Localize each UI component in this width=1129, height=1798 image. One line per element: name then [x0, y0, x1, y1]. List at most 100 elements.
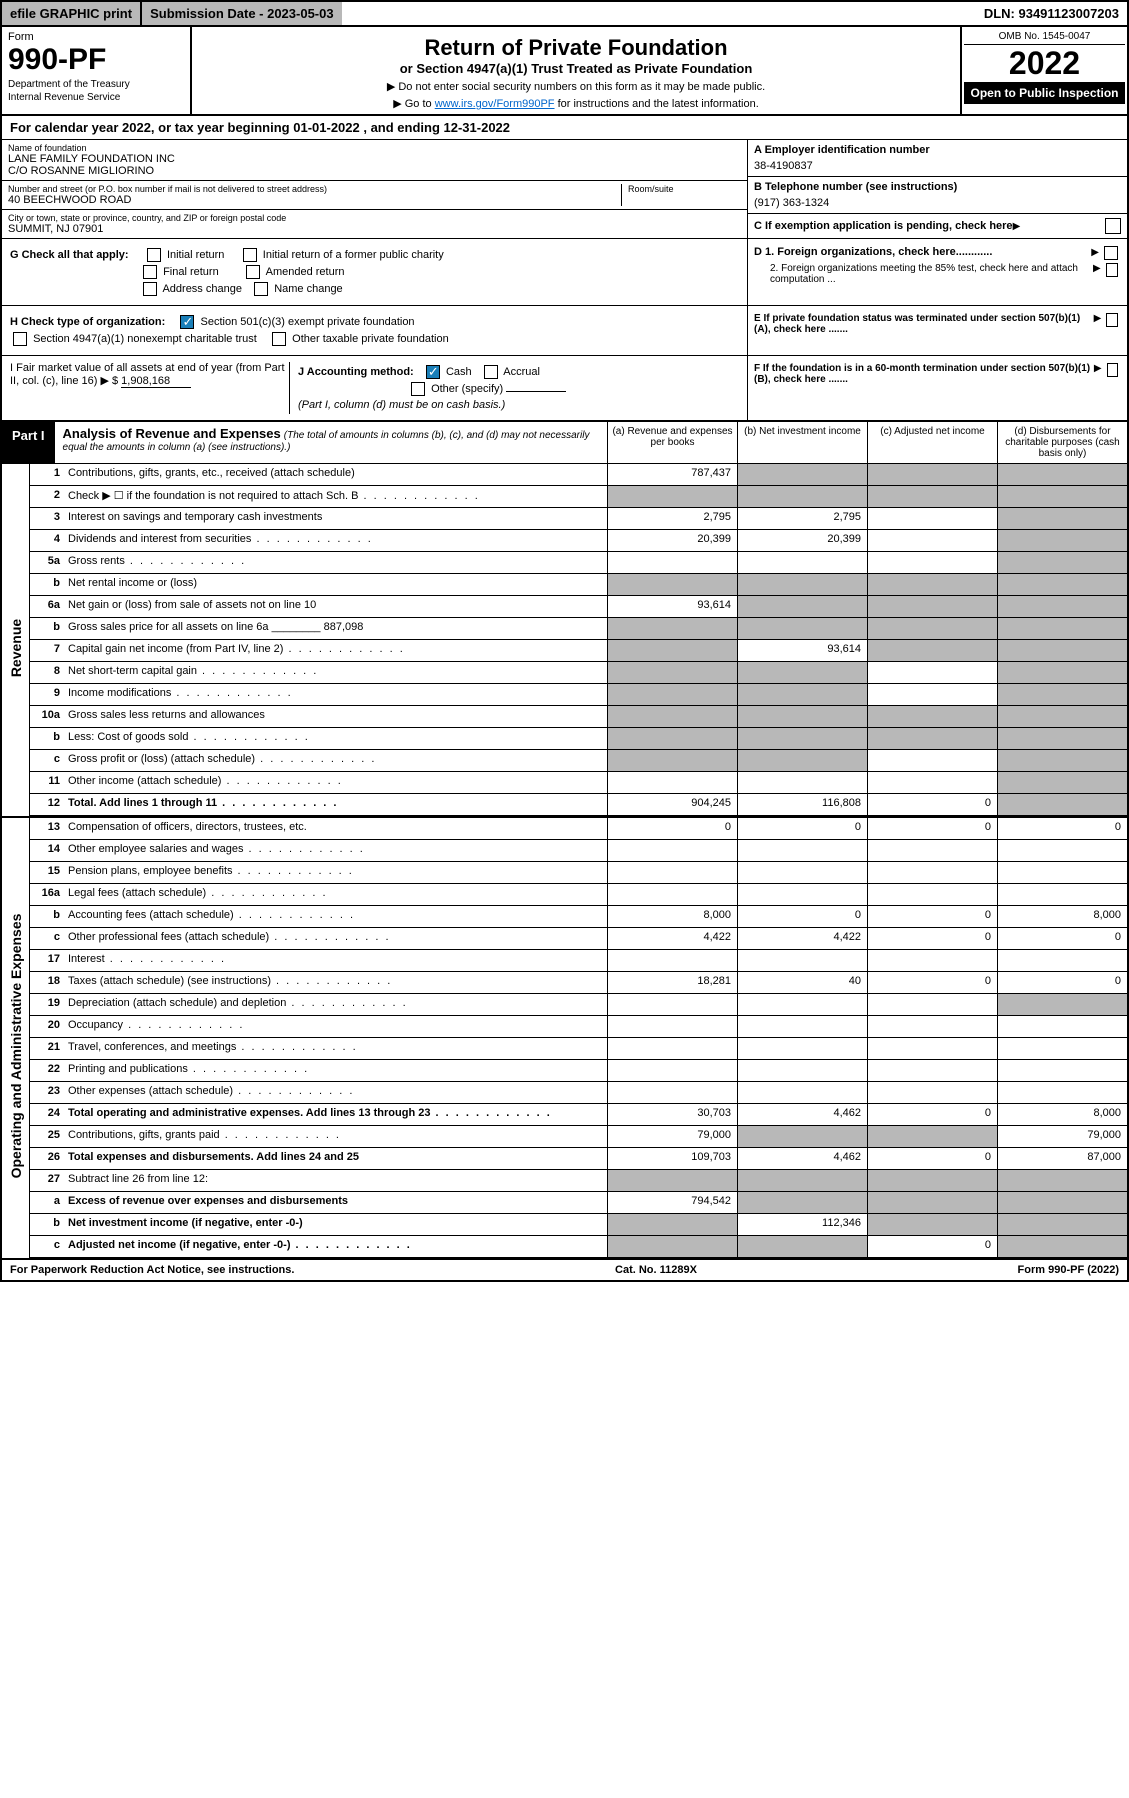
j-cash-checkbox[interactable] [426, 365, 440, 379]
cell-col-c [867, 1060, 997, 1081]
e-checkbox[interactable] [1106, 313, 1118, 327]
h-4947-checkbox[interactable] [13, 332, 27, 346]
f-block: F If the foundation is in a 60-month ter… [747, 356, 1127, 420]
j-accr-checkbox[interactable] [484, 365, 498, 379]
row-desc: Pension plans, employee benefits [64, 862, 607, 883]
row-desc: Net short-term capital gain [64, 662, 607, 683]
cell-col-d [997, 884, 1127, 905]
cell-col-a: 79,000 [607, 1126, 737, 1147]
cell-col-a: 904,245 [607, 794, 737, 815]
omb-number: OMB No. 1545-0047 [964, 29, 1125, 45]
row-number: c [30, 928, 64, 949]
row-desc: Occupancy [64, 1016, 607, 1037]
table-row: 7Capital gain net income (from Part IV, … [30, 640, 1127, 662]
identity-right: A Employer identification number 38-4190… [747, 140, 1127, 238]
exemption-checkbox[interactable] [1105, 218, 1121, 234]
city-cell: City or town, state or province, country… [2, 210, 747, 238]
row-number: 16a [30, 884, 64, 905]
row-number: 19 [30, 994, 64, 1015]
h-other-checkbox[interactable] [272, 332, 286, 346]
cell-col-b [737, 706, 867, 727]
cell-col-d [997, 728, 1127, 749]
cell-col-c [867, 840, 997, 861]
row-number: 9 [30, 684, 64, 705]
row-desc: Other professional fees (attach schedule… [64, 928, 607, 949]
row-number: b [30, 728, 64, 749]
f-checkbox[interactable] [1107, 363, 1118, 377]
cell-col-c [867, 552, 997, 573]
table-row: cAdjusted net income (if negative, enter… [30, 1236, 1127, 1258]
g-amend-checkbox[interactable] [246, 265, 260, 279]
city-label: City or town, state or province, country… [8, 213, 741, 223]
g-initial: Initial return [167, 249, 224, 261]
cell-col-c: 0 [867, 906, 997, 927]
row-number: 4 [30, 530, 64, 551]
row-desc: Other expenses (attach schedule) [64, 1082, 607, 1103]
cell-col-a [607, 1038, 737, 1059]
cell-col-d [997, 640, 1127, 661]
row-number: 27 [30, 1170, 64, 1191]
g-initial2-checkbox[interactable] [243, 248, 257, 262]
cell-col-c [867, 486, 997, 507]
cell-col-c [867, 574, 997, 595]
row-number: 17 [30, 950, 64, 971]
row-number: 6a [30, 596, 64, 617]
cell-col-b [737, 596, 867, 617]
address-cell: Number and street (or P.O. box number if… [2, 181, 747, 210]
efile-label[interactable]: efile GRAPHIC print [2, 2, 140, 25]
row-number: 1 [30, 464, 64, 485]
cell-col-c: 0 [867, 794, 997, 815]
cell-col-c [867, 950, 997, 971]
g-addr-checkbox[interactable] [143, 282, 157, 296]
g-final-checkbox[interactable] [143, 265, 157, 279]
row-desc: Net investment income (if negative, ente… [64, 1214, 607, 1235]
cell-col-b: 4,462 [737, 1148, 867, 1169]
d1-checkbox[interactable] [1104, 246, 1118, 260]
form-subtitle: or Section 4947(a)(1) Trust Treated as P… [202, 61, 950, 76]
table-row: 5aGross rents [30, 552, 1127, 574]
g-name-checkbox[interactable] [254, 282, 268, 296]
table-row: 21Travel, conferences, and meetings [30, 1038, 1127, 1060]
j-other-checkbox[interactable] [411, 382, 425, 396]
col-b-hdr: (b) Net investment income [737, 422, 867, 463]
table-row: 12Total. Add lines 1 through 11904,24511… [30, 794, 1127, 816]
row-number: 13 [30, 818, 64, 839]
g-initial-checkbox[interactable] [147, 248, 161, 262]
cell-col-d [997, 596, 1127, 617]
row-desc: Subtract line 26 from line 12: [64, 1170, 607, 1191]
cell-col-b [737, 552, 867, 573]
d2-checkbox[interactable] [1106, 263, 1118, 277]
cell-col-b [737, 950, 867, 971]
table-row: 15Pension plans, employee benefits [30, 862, 1127, 884]
cell-col-d [997, 1236, 1127, 1257]
cell-col-d [997, 486, 1127, 507]
revenue-vlabel: Revenue [2, 464, 30, 816]
arrow-icon [1094, 313, 1104, 335]
checks-row-2: H Check type of organization: Section 50… [2, 306, 1127, 356]
row-desc: Interest on savings and temporary cash i… [64, 508, 607, 529]
cell-col-c [867, 1126, 997, 1147]
cell-col-d [997, 530, 1127, 551]
cell-col-c [867, 640, 997, 661]
h-block: H Check type of organization: Section 50… [2, 306, 747, 355]
cell-col-c [867, 772, 997, 793]
name-line1: LANE FAMILY FOUNDATION INC [8, 153, 741, 165]
h-501-checkbox[interactable] [180, 315, 194, 329]
row-number: 14 [30, 840, 64, 861]
row-number: 25 [30, 1126, 64, 1147]
cell-col-c [867, 884, 997, 905]
cell-col-b [737, 464, 867, 485]
phone-value: (917) 363-1324 [754, 193, 1121, 209]
row-desc: Check ▶ ☐ if the foundation is not requi… [64, 486, 607, 507]
cell-col-c [867, 596, 997, 617]
table-row: 2Check ▶ ☐ if the foundation is not requ… [30, 486, 1127, 508]
cell-col-b: 20,399 [737, 530, 867, 551]
phone-cell: B Telephone number (see instructions) (9… [748, 177, 1127, 214]
cell-col-c [867, 662, 997, 683]
e-block: E If private foundation status was termi… [747, 306, 1127, 355]
footer-right: Form 990-PF (2022) [1018, 1264, 1119, 1276]
arrow-icon [1094, 363, 1104, 385]
cell-col-d: 8,000 [997, 906, 1127, 927]
j-label: J Accounting method: [298, 366, 414, 378]
irs-link[interactable]: www.irs.gov/Form990PF [435, 98, 555, 110]
